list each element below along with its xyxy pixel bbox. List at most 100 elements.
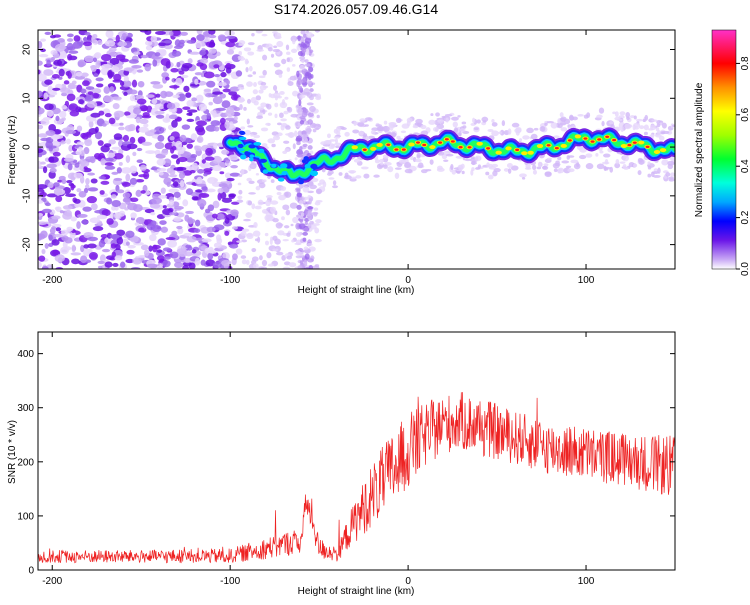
spectrogram-ridge-blob — [240, 154, 247, 160]
spectrogram-noise-blob — [113, 110, 125, 118]
spectrogram-noise-blob — [133, 51, 141, 56]
spectrogram-noise-blob — [307, 222, 312, 229]
spectrogram-noise-blob — [107, 152, 116, 158]
spectrogram-noise-blob — [370, 130, 376, 135]
spectrogram-noise-blob — [292, 90, 299, 97]
spectrogram-noise-blob — [315, 219, 322, 224]
spectrogram-noise-blob — [657, 167, 661, 174]
spectrogram-noise-blob — [100, 63, 112, 70]
spectrogram-noise-blob — [227, 154, 239, 161]
spectrogram-noise-blob — [119, 80, 125, 87]
spectrogram-noise-blob — [295, 231, 302, 238]
spectrogram-noise-blob — [38, 73, 47, 82]
snr-x-tick-label: 0 — [405, 576, 411, 587]
spectrogram-noise-blob — [104, 112, 112, 118]
spectrogram-noise-blob — [199, 49, 206, 56]
spectrogram-noise-blob — [181, 62, 193, 69]
spectrogram-noise-blob — [149, 203, 161, 209]
spectrogram-noise-blob — [176, 61, 181, 68]
spectrogram-noise-blob — [272, 84, 278, 91]
spectrogram-noise-blob — [225, 41, 236, 48]
spectrogram-noise-blob — [301, 78, 307, 84]
spectrogram-noise-blob — [558, 168, 563, 171]
spectrogram-noise-blob — [48, 123, 57, 132]
spectrogram-noise-blob — [305, 48, 310, 56]
spectrogram-noise-blob — [307, 112, 314, 118]
spectrogram-noise-blob — [225, 35, 236, 39]
spectrogram-noise-blob — [162, 260, 171, 268]
spectrogram-noise-blob — [163, 256, 171, 260]
spectrogram-noise-blob — [173, 191, 181, 198]
spectrogram-noise-blob — [76, 221, 81, 230]
spectrogram-noise-blob — [455, 155, 464, 159]
spectrogram-noise-blob — [51, 239, 60, 246]
spectrogram-noise-blob — [537, 161, 542, 168]
spectrogram-noise-blob — [275, 222, 283, 229]
spectrogram-ridge-yellow-spot — [505, 146, 512, 151]
spectrogram-noise-blob — [430, 113, 434, 117]
spectrogram-noise-blob — [84, 139, 93, 147]
spectrogram-noise-blob — [61, 235, 69, 242]
spectrogram-noise-blob — [196, 120, 208, 127]
spectrogram-noise-blob — [73, 172, 83, 179]
spectrogram-noise-blob — [654, 133, 662, 138]
spectrogram-noise-blob — [52, 87, 61, 91]
spectrogram-noise-blob — [280, 186, 287, 191]
spectrogram-noise-blob — [154, 141, 165, 150]
spectrogram-noise-blob — [92, 57, 98, 63]
spectrogram-noise-blob — [194, 219, 201, 227]
spectrogram-noise-blob — [304, 59, 309, 63]
spectrogram-noise-blob — [532, 169, 538, 175]
spectrogram-noise-blob — [157, 238, 166, 246]
spectrogram-noise-blob — [260, 127, 269, 132]
spectrogram-noise-blob — [145, 150, 157, 154]
spectrogram-noise-blob — [226, 177, 235, 182]
spectrogram-noise-blob — [333, 142, 342, 146]
spectrogram-noise-blob — [327, 170, 334, 175]
spectrogram-noise-blob — [335, 145, 341, 149]
spectrogram-noise-blob — [109, 86, 115, 93]
spectrogram-noise-blob — [638, 159, 645, 165]
spectrogram-noise-blob — [125, 230, 135, 238]
spectrogram-noise-blob — [285, 209, 291, 216]
spectrogram-noise-blob — [121, 167, 132, 174]
spectrogram-noise-blob — [472, 117, 476, 124]
snr-y-tick-label: 100 — [17, 511, 34, 522]
spectrogram-noise-blob — [398, 159, 407, 164]
spectrogram-noise-blob — [71, 258, 80, 265]
spectrogram-noise-blob — [40, 161, 46, 165]
spectrogram-noise-blob — [296, 44, 301, 51]
spectrogram-noise-blob — [71, 80, 77, 85]
spectrogram-noise-blob — [632, 124, 636, 131]
spectrogram-noise-blob — [304, 221, 308, 226]
spectrogram-noise-blob — [559, 112, 564, 118]
spectrogram-noise-blob — [272, 235, 278, 241]
spectrogram-noise-blob — [100, 53, 112, 62]
spectrogram-noise-blob — [123, 111, 131, 116]
spectrogram-noise-blob — [82, 80, 90, 87]
spectrogram-noise-blob — [187, 58, 193, 64]
spectrogram-noise-blob — [338, 172, 343, 176]
spectrogram-noise-blob — [215, 234, 222, 242]
spectrogram-noise-blob — [108, 139, 116, 145]
spectrogram-x-tick-label: -200 — [42, 275, 62, 286]
spectrogram-noise-blob — [226, 49, 235, 55]
spectrogram-noise-blob — [165, 76, 170, 81]
spectrogram-noise-blob — [172, 94, 180, 99]
spectrogram-noise-blob — [225, 67, 232, 74]
spectrogram-noise-blob — [173, 167, 184, 171]
spectrogram-noise-blob — [647, 165, 652, 170]
spectrogram-noise-blob — [615, 158, 620, 165]
spectrogram-ridge-red-spot — [422, 143, 427, 147]
spectrogram-noise-blob — [410, 155, 414, 161]
spectrogram-noise-blob — [84, 55, 94, 63]
spectrogram-noise-blob — [392, 132, 396, 138]
spectrogram-noise-blob — [383, 120, 388, 125]
spectrogram-noise-blob — [474, 155, 482, 162]
spectrogram-noise-blob — [306, 102, 314, 106]
spectrogram-noise-blob — [459, 128, 466, 132]
spectrogram-noise-blob — [614, 162, 621, 169]
spectrogram-noise-blob — [265, 103, 270, 108]
spectrogram-noise-blob — [210, 120, 221, 127]
spectrogram-noise-blob — [332, 185, 339, 189]
